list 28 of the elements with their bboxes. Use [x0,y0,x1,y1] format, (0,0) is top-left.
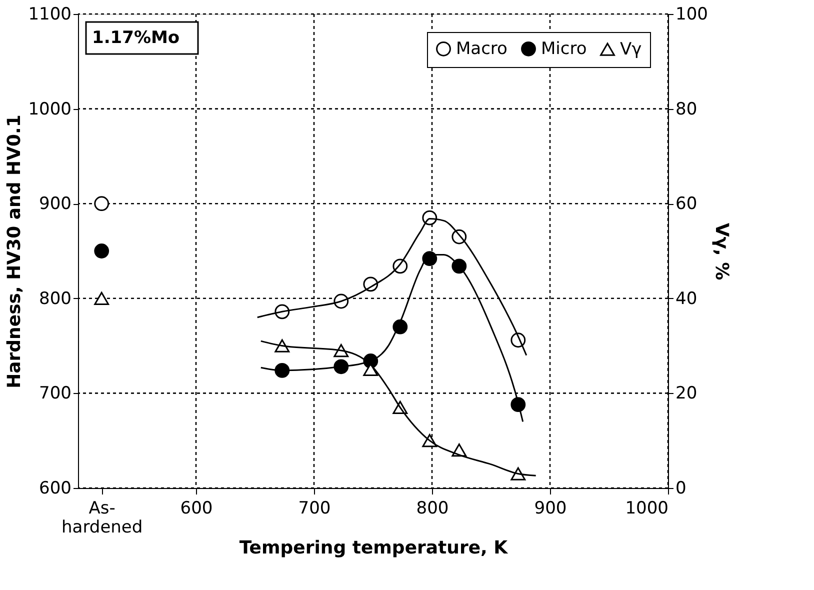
legend-label: Micro [541,38,587,59]
x-axis-title: Tempering temperature, K [239,538,509,558]
y-tick-label: 700 [39,384,72,404]
x-tick-label: 1000 [625,498,668,518]
point [94,244,110,258]
y2-tick-label: 60 [676,194,698,214]
y2-tick-label: 40 [676,288,698,309]
x-tick-label: 700 [298,498,331,518]
y2-axis-title: Vγ, % [710,222,732,280]
y2-tick-label: 100 [676,4,708,24]
x-tick-label: 900 [534,498,567,518]
y-tick-label: 900 [39,194,72,214]
legend-label: Vγ [620,39,642,60]
y-tick-label: 800 [39,288,72,309]
point [94,196,110,212]
y-tick-label: 1000 [28,99,72,120]
y2-tick-label: 0 [676,478,686,498]
y2-tick-label: 80 [676,99,698,120]
y-tick-label: 600 [39,478,72,498]
y-tick-label: 1100 [28,4,72,24]
legend-label: Macro [456,38,508,59]
x-tick-label: As-hardened [62,498,143,538]
x-tick-label: 600 [180,498,213,518]
x-tick-label: 800 [416,498,449,518]
point [94,292,110,305]
y2-tick-label: 20 [676,384,698,404]
annotation: 1.17%Mo [92,28,180,48]
y-axis-title: Hardness, HV30 and HV0.1 [4,114,26,388]
